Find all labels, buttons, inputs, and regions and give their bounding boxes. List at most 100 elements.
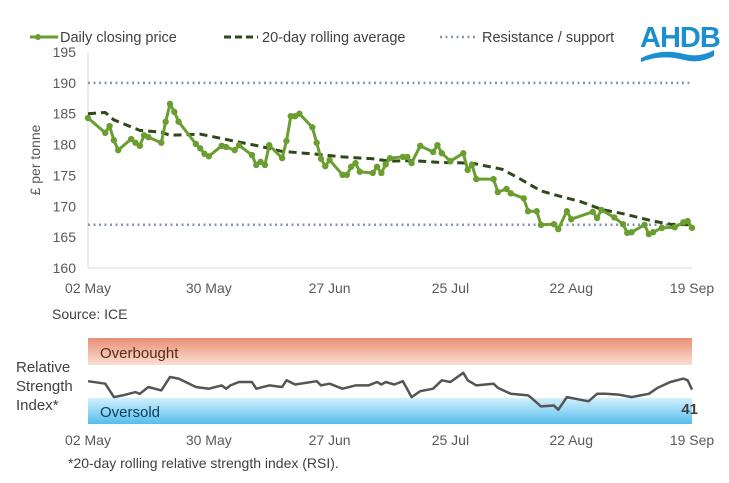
rsi-x-tick-label: 25 Jul: [432, 432, 469, 448]
price-point: [309, 124, 316, 131]
price-point: [127, 135, 135, 143]
price-point: [494, 188, 502, 196]
oversold-label: Oversold: [100, 404, 160, 421]
oversold-band: [88, 398, 692, 424]
price-point: [533, 208, 540, 215]
price-point: [347, 163, 355, 170]
price-point: [434, 141, 441, 149]
price-point: [438, 150, 445, 157]
price-point: [619, 220, 627, 228]
price-point: [278, 154, 286, 162]
price-point: [464, 166, 471, 174]
price-point: [373, 163, 381, 170]
rsi-footnote: *20-day rolling relative strength index …: [68, 455, 339, 471]
price-point: [343, 171, 351, 179]
price-point: [162, 118, 169, 125]
price-point: [468, 161, 476, 169]
price-point: [313, 139, 320, 146]
price-point: [158, 139, 165, 146]
price-point: [408, 159, 415, 167]
rsi-label: Relative Strength Index*: [16, 359, 73, 414]
price-point: [106, 122, 113, 130]
price-point: [628, 229, 635, 236]
price-point: [684, 217, 691, 225]
price-point: [460, 150, 467, 157]
x-tick-label: 27 Jun: [309, 280, 351, 296]
price-point: [317, 155, 325, 162]
y-tick-label: 165: [53, 229, 77, 245]
legend-levels-label: Resistance / support: [482, 30, 614, 46]
price-point: [326, 156, 333, 164]
rsi-x-tick-label: 22 Aug: [549, 432, 593, 448]
y-axis-label: £ per tonne: [27, 124, 43, 195]
rsi-line: [87, 371, 694, 411]
price-point: [550, 220, 558, 228]
price-point: [145, 133, 152, 141]
price-point: [658, 224, 665, 232]
price-point: [84, 114, 92, 122]
price-point: [283, 137, 290, 145]
legend-price-marker: [35, 34, 41, 40]
price-point: [524, 208, 532, 215]
price-point: [175, 118, 182, 125]
price-point: [222, 143, 230, 151]
price-point: [611, 214, 618, 221]
price-point: [598, 206, 605, 214]
y-tick-label: 175: [53, 167, 77, 183]
price-point: [196, 145, 204, 152]
ahdb-logo: AHDB: [640, 22, 721, 62]
rsi-x-tick-label: 19 Sep: [670, 432, 715, 448]
price-point: [429, 148, 437, 156]
price-point: [115, 146, 122, 154]
price-point: [110, 137, 118, 144]
price-point: [555, 225, 562, 233]
price-point: [171, 108, 178, 116]
price-point: [322, 162, 329, 170]
price-point: [261, 161, 269, 169]
overbought-label: Overbought: [100, 345, 179, 362]
legend-price-label: Daily closing price: [60, 30, 177, 46]
price-point: [192, 140, 200, 148]
price-point: [166, 100, 174, 108]
y-tick-label: 160: [53, 260, 77, 276]
overbought-band: [88, 338, 692, 365]
price-point: [404, 153, 411, 161]
price-point: [568, 216, 575, 223]
price-point: [205, 153, 212, 160]
price-point: [641, 221, 648, 228]
price-point: [235, 141, 243, 149]
x-tick-label: 22 Aug: [549, 280, 593, 296]
price-point: [136, 142, 143, 150]
price-point: [589, 208, 596, 216]
price-point: [537, 221, 545, 228]
price-point: [490, 175, 497, 183]
legend: Daily closing price 20-day rolling avera…: [30, 30, 614, 46]
x-tick-label: 25 Jul: [432, 280, 469, 296]
y-tick-label: 195: [53, 44, 77, 60]
price-point: [507, 190, 514, 197]
price-point: [473, 175, 480, 183]
price-point: [369, 169, 376, 177]
y-tick-label: 180: [53, 137, 77, 153]
price-point: [248, 151, 256, 159]
rsi-last-value: 41: [681, 401, 698, 418]
y-tick-label: 170: [53, 198, 77, 214]
legend-average-label: 20-day rolling average: [262, 30, 405, 46]
price-point: [503, 185, 510, 193]
x-tick-label: 02 May: [65, 280, 111, 296]
price-point: [671, 224, 678, 231]
price-point: [520, 195, 527, 202]
price-point: [447, 158, 454, 165]
rsi-x-tick-label: 30 May: [186, 432, 232, 448]
price-point: [266, 141, 273, 149]
y-tick-label: 185: [53, 106, 77, 122]
svg-text:AHDB: AHDB: [640, 22, 720, 54]
rsi-x-tick-label: 27 Jun: [309, 432, 351, 448]
price-point: [231, 146, 238, 154]
x-tick-label: 30 May: [186, 280, 232, 296]
price-point: [356, 168, 363, 175]
price-point: [386, 154, 394, 162]
source-note: Source: ICE: [52, 306, 127, 322]
price-point: [688, 224, 696, 232]
